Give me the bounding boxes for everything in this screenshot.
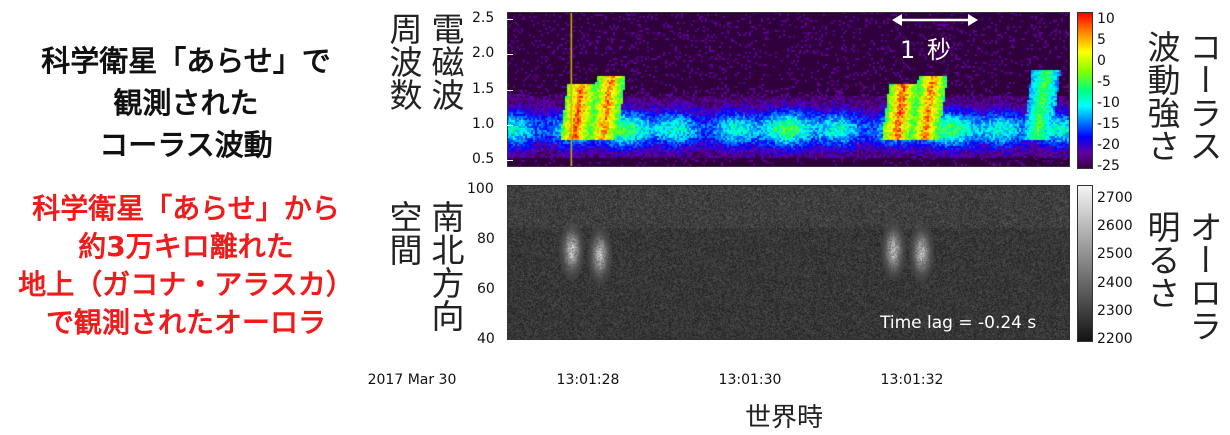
aurora-colorbar-tick-label: 2300 <box>1097 302 1133 319</box>
time-lag-label: Time lag = -0.24 s <box>880 313 1037 333</box>
aurora-title-line: 科学衛星「あらせ」から <box>32 192 340 225</box>
chorus-ytick-label: 1.0 <box>472 115 495 132</box>
chorus-colorbar-tick-label: -15 <box>1097 116 1120 133</box>
chorus-colorbar-tick-label: -10 <box>1097 95 1120 112</box>
chorus-ytick-label: 2.5 <box>472 10 495 27</box>
aurora-colorbar-tick-label: 2700 <box>1097 190 1133 207</box>
aurora-title: 科学衛星「あらせ」から 約3万キロ離れた 地上（ガコナ・アラスカ） で観測された… <box>0 190 372 342</box>
chorus-ytick-mark <box>507 19 513 21</box>
aurora-colorbar-label-line: オーロラ <box>1184 210 1223 342</box>
aurora-colorbar-label: オーロラ 明るさ <box>1140 210 1224 342</box>
chorus-ytick-mark <box>507 124 513 126</box>
chorus-ytick-label: 2.0 <box>472 45 495 62</box>
top-ylabel: 電磁波 周波数 <box>382 12 466 111</box>
aurora-ytick-label: 40 <box>477 331 495 347</box>
chorus-colorbar <box>1077 12 1093 169</box>
one-second-label: 1 秒 <box>900 36 953 64</box>
aurora-colorbar-tick-label: 2500 <box>1097 246 1133 263</box>
chorus-ytick-label: 1.5 <box>472 80 495 97</box>
xtick-label: 13:01:30 <box>718 372 782 388</box>
aurora-colorbar-tick-label: 2400 <box>1097 274 1133 291</box>
aurora-ytick-label: 60 <box>477 281 495 297</box>
x-axis-title: 世界時 <box>745 403 824 433</box>
aurora-colorbar-tick-label: 2200 <box>1097 331 1133 347</box>
aurora-colorbar-label-line: 明るさ <box>1142 210 1181 309</box>
chorus-title-line: 科学衛星「あらせ」で <box>41 44 331 78</box>
xtick-label: 13:01:32 <box>880 372 944 388</box>
aurora-ytick-label: 100 <box>467 181 494 197</box>
bottom-ylabel-line: 空間 <box>384 200 423 266</box>
chorus-colorbar-label-line: コーラス <box>1184 30 1223 162</box>
top-ylabel-line: 周波数 <box>384 12 423 111</box>
date-label: 2017 Mar 30 <box>367 372 457 388</box>
aurora-keogram <box>507 185 1070 340</box>
aurora-ytick-label: 80 <box>477 231 495 247</box>
chorus-ytick-mark <box>507 159 513 161</box>
chorus-colorbar-tick-label: 5 <box>1097 32 1106 49</box>
aurora-title-line: で観測されたオーロラ <box>45 306 326 339</box>
aurora-colorbar <box>1077 185 1093 342</box>
chorus-ytick-label: 0.5 <box>472 150 495 167</box>
chorus-title-line: 観測された <box>113 86 259 120</box>
chorus-title-line: コーラス波動 <box>99 128 273 162</box>
aurora-title-line: 地上（ガコナ・アラスカ） <box>18 268 354 301</box>
chorus-colorbar-tick-label: 10 <box>1097 11 1115 28</box>
chorus-title: 科学衛星「あらせ」で 観測された コーラス波動 <box>18 40 354 166</box>
aurora-title-line: 約3万キロ離れた <box>78 230 294 263</box>
bottom-ylabel: 南北方向 空間 <box>382 200 466 332</box>
chorus-ytick-mark <box>507 89 513 91</box>
chorus-colorbar-label-line: 波動強さ <box>1142 30 1181 162</box>
chorus-colorbar-tick-label: -20 <box>1097 137 1120 154</box>
chorus-colorbar-tick-label: 0 <box>1097 53 1106 70</box>
chorus-colorbar-tick-label: -5 <box>1097 74 1111 91</box>
aurora-colorbar-tick-label: 2600 <box>1097 218 1133 235</box>
xtick-label: 13:01:28 <box>556 372 620 388</box>
top-ylabel-line: 電磁波 <box>426 12 465 111</box>
bottom-ylabel-line: 南北方向 <box>426 200 465 332</box>
one-second-arrow <box>892 14 978 26</box>
chorus-colorbar-label: コーラス 波動強さ <box>1140 30 1224 162</box>
chorus-colorbar-tick-label: -25 <box>1097 158 1120 174</box>
chorus-ytick-mark <box>507 54 513 56</box>
chorus-spectrogram <box>507 12 1070 167</box>
